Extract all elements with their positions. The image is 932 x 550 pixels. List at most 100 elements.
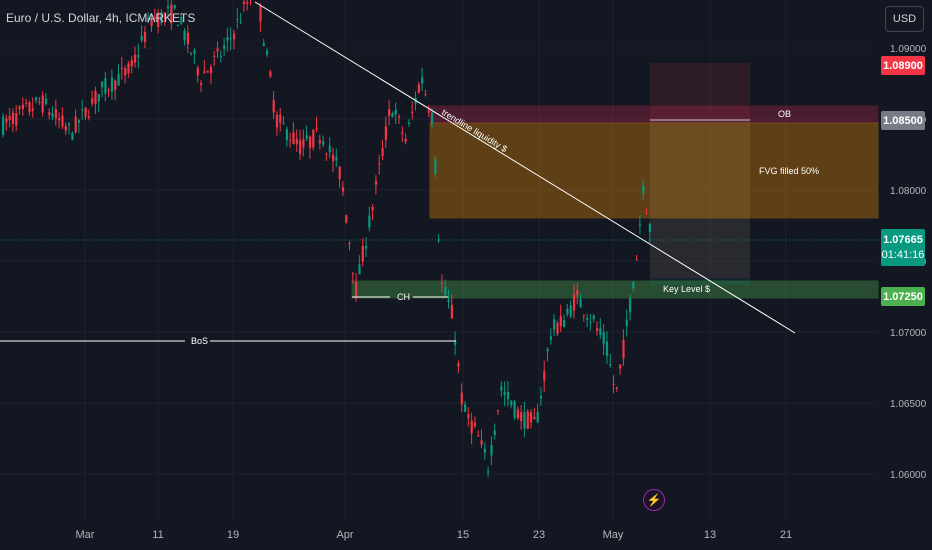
candle xyxy=(450,293,453,319)
grid-lines xyxy=(0,0,877,520)
candle xyxy=(219,50,222,63)
candle xyxy=(513,399,516,421)
price-axis-label: 1.07000 xyxy=(890,328,927,339)
candle xyxy=(374,175,378,195)
candle-body xyxy=(193,50,196,54)
symbol-title: Euro / U.S. Dollar, 4h, ICMARKETS xyxy=(6,11,196,25)
candle xyxy=(213,50,216,66)
candle-body xyxy=(619,364,622,369)
candle xyxy=(61,107,64,130)
candle-body xyxy=(233,33,236,40)
candle-body xyxy=(566,308,569,315)
candle xyxy=(279,108,282,132)
candle-body xyxy=(510,400,513,406)
candle-body xyxy=(355,281,358,298)
time-axis-label: Apr xyxy=(336,529,353,541)
candle xyxy=(183,27,186,46)
candle xyxy=(447,289,450,309)
candle-body xyxy=(305,135,308,139)
candle xyxy=(328,137,331,159)
candle xyxy=(84,107,87,120)
candle-body xyxy=(302,139,305,148)
candle xyxy=(401,126,404,143)
candle xyxy=(58,112,61,129)
candle-body xyxy=(450,304,453,319)
candle-body xyxy=(41,95,44,113)
fvg-zone xyxy=(429,122,879,219)
lightning-bolt-icon[interactable]: ⚡ xyxy=(643,489,665,511)
candle-body xyxy=(229,38,232,40)
candle xyxy=(391,111,394,118)
candle-body xyxy=(582,315,585,317)
candle-body xyxy=(77,120,81,123)
candle xyxy=(143,26,147,49)
candle xyxy=(384,116,387,148)
candle-body xyxy=(470,420,473,434)
candle-body xyxy=(25,102,28,104)
candle-body xyxy=(318,140,321,144)
candle xyxy=(497,409,500,416)
candle xyxy=(150,12,153,33)
candle xyxy=(120,56,123,80)
candle-body xyxy=(312,129,315,148)
candle xyxy=(223,38,226,57)
candle xyxy=(295,129,298,152)
candle-body xyxy=(368,215,371,228)
candle-body xyxy=(530,412,533,423)
candle-body xyxy=(338,166,341,180)
candle xyxy=(411,100,414,120)
candle-body xyxy=(563,320,566,328)
candle xyxy=(325,152,328,161)
candle-body xyxy=(196,67,199,76)
candle-body xyxy=(602,332,605,345)
candle-body xyxy=(8,115,11,121)
candle xyxy=(312,128,315,151)
candle xyxy=(272,91,275,120)
candle xyxy=(186,25,189,53)
candle xyxy=(473,416,477,429)
candle-body xyxy=(167,6,170,9)
candle xyxy=(368,206,371,232)
candle-body xyxy=(107,89,110,91)
candle-body xyxy=(629,298,632,313)
bos-label: BoS xyxy=(191,336,208,346)
candle-body xyxy=(605,341,609,356)
candle xyxy=(381,139,384,160)
candle xyxy=(246,0,249,11)
candle-body xyxy=(114,80,117,90)
candle xyxy=(467,407,470,427)
candle xyxy=(345,214,348,224)
candle-body xyxy=(173,4,176,9)
candle-body xyxy=(335,156,338,161)
candle-body xyxy=(38,101,41,103)
candle-body xyxy=(506,391,510,400)
candle-body xyxy=(381,147,384,157)
candle-body xyxy=(266,50,269,55)
candle-body xyxy=(61,115,64,127)
candle xyxy=(648,222,651,244)
price-axis-label: 1.09000 xyxy=(890,44,927,55)
currency-button[interactable]: USD xyxy=(885,6,924,32)
candle-body xyxy=(48,112,51,115)
candle-body xyxy=(308,136,312,148)
candle-body xyxy=(497,410,500,412)
candle-body xyxy=(97,94,100,102)
candle xyxy=(262,38,265,47)
candle-body xyxy=(206,70,209,73)
candle-body xyxy=(285,129,288,141)
candle-body xyxy=(150,20,153,27)
candle xyxy=(200,79,203,93)
ch-label: CH xyxy=(397,292,410,302)
candle-body xyxy=(536,412,539,423)
candle-body xyxy=(483,448,486,453)
candle-body xyxy=(219,55,222,57)
candle xyxy=(64,122,67,136)
candle-body xyxy=(493,430,496,435)
candle xyxy=(609,353,612,368)
candle xyxy=(193,48,196,64)
candle xyxy=(38,96,41,106)
candle xyxy=(173,4,176,10)
candle xyxy=(236,8,239,29)
